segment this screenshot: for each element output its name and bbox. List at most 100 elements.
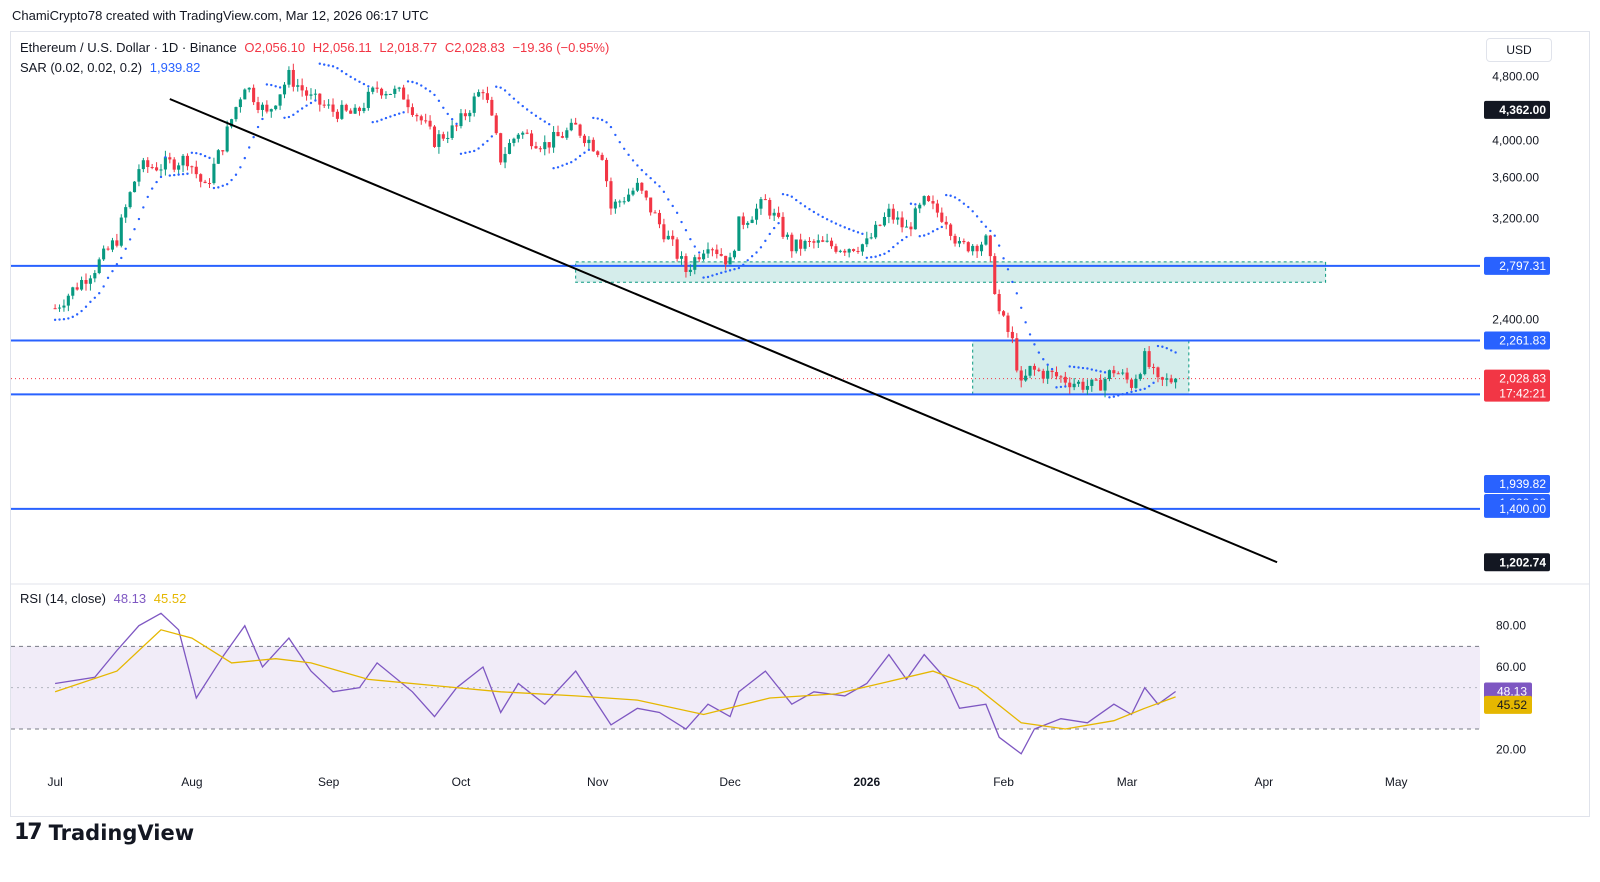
sar-dot-154 xyxy=(733,268,736,271)
candle-body-92 xyxy=(459,113,463,127)
rsi-ma-current-label: 45.52 xyxy=(1497,698,1527,712)
candle-body-206 xyxy=(962,240,966,243)
candle-body-41 xyxy=(234,107,238,120)
sar-dot-204 xyxy=(953,196,957,199)
candle-body-215 xyxy=(1002,311,1006,316)
candle-body-171 xyxy=(807,241,812,243)
sar-dot-78 xyxy=(398,112,401,115)
candle-body-133 xyxy=(640,182,644,191)
candle-body-104 xyxy=(512,138,516,143)
x-tick-Jul: Jul xyxy=(47,775,62,789)
candle-body-0 xyxy=(53,308,57,310)
candle-body-176 xyxy=(829,240,834,247)
candle-body-28 xyxy=(177,165,181,170)
sar-dot-173 xyxy=(817,213,820,216)
sar-dot-82 xyxy=(415,82,419,85)
sar-dot-146 xyxy=(697,251,701,254)
sar-dot-93 xyxy=(464,151,467,155)
candle-body-230 xyxy=(1068,382,1072,388)
candle-body-34 xyxy=(203,181,207,184)
sar-dot-119 xyxy=(578,154,582,158)
sar-dot-136 xyxy=(653,181,657,184)
sar-dot-62 xyxy=(327,64,330,67)
candle-body-60 xyxy=(318,93,322,105)
sar-dot-220 xyxy=(1024,321,1027,324)
candle-body-164 xyxy=(777,212,781,217)
candle-body-55 xyxy=(296,85,300,87)
candle-body-119 xyxy=(578,124,582,136)
sar-dot-71 xyxy=(367,85,370,88)
x-tick-Feb: Feb xyxy=(993,775,1014,789)
candle-body-3 xyxy=(66,295,70,306)
candle-body-190 xyxy=(891,208,895,220)
sar-dot-180 xyxy=(847,227,851,231)
price-label-1202.74: 1,202.74 xyxy=(1499,555,1546,569)
candle-body-208 xyxy=(971,245,975,252)
sar-dot-127 xyxy=(614,133,617,137)
sar-dot-43 xyxy=(243,156,247,160)
sar-dot-35 xyxy=(208,156,211,160)
candle-body-51 xyxy=(278,94,282,106)
sar-dot-245 xyxy=(1134,389,1138,393)
candle-body-237 xyxy=(1099,379,1103,391)
sar-label[interactable]: SAR (0.02, 0.02, 0.2) xyxy=(20,60,143,75)
price-label-1400: 1,400.00 xyxy=(1499,502,1546,516)
candle-body-68 xyxy=(353,107,357,114)
candle-body-100 xyxy=(494,115,498,134)
candle-body-131 xyxy=(631,190,635,195)
candle-body-141 xyxy=(675,239,679,259)
candle-body-43 xyxy=(243,89,247,100)
candle-body-161 xyxy=(763,199,767,201)
candle-body-202 xyxy=(944,221,948,225)
candle-body-1 xyxy=(57,307,62,309)
candle-body-59 xyxy=(313,93,317,95)
price-label-bg-1400 xyxy=(1484,499,1550,518)
sar-dot-41 xyxy=(234,173,238,176)
sar-dot-218 xyxy=(1015,292,1019,295)
price-label-1939.82: 1,939.82 xyxy=(1499,477,1546,491)
candle-body-197 xyxy=(922,196,926,205)
sar-dot-224 xyxy=(1042,358,1045,361)
currency-button[interactable]: USD xyxy=(1486,38,1552,62)
candle-body-147 xyxy=(702,253,706,260)
sar-dot-22 xyxy=(150,187,154,190)
candle-body-127 xyxy=(613,201,617,209)
candle-body-12 xyxy=(106,248,110,250)
symbol-title[interactable]: Ethereum / U.S. Dollar · 1D · Binance xyxy=(20,40,237,55)
sar-dot-46 xyxy=(256,125,260,129)
candle-body-195 xyxy=(913,208,917,230)
sar-dot-249 xyxy=(1152,381,1155,385)
sar-dot-160 xyxy=(759,246,763,249)
sar-dot-83 xyxy=(420,84,423,87)
sar-dot-90 xyxy=(450,118,454,121)
rsi-ma-value: 45.52 xyxy=(153,591,187,606)
candle-body-242 xyxy=(1121,372,1125,374)
sar-dot-189 xyxy=(887,249,891,253)
candle-body-67 xyxy=(349,110,353,114)
sar-dot-223 xyxy=(1037,351,1041,354)
sar-dot-148 xyxy=(706,275,710,279)
price-label-bg-4362 xyxy=(1484,100,1550,119)
price-label-bg-2261.83 xyxy=(1484,331,1550,350)
sar-dot-102 xyxy=(503,89,507,92)
trendline xyxy=(169,98,1278,564)
ohlc-legend: Ethereum / U.S. Dollar · 1D · Binance O2… xyxy=(20,40,613,55)
change-value: −19.36 (−0.95%) xyxy=(512,40,610,55)
sar-dot-91 xyxy=(455,122,458,126)
candle-body-219 xyxy=(1019,370,1023,381)
tradingview-logo[interactable]: 17 TradingView xyxy=(14,820,194,845)
sar-dot-155 xyxy=(737,266,741,270)
candle-body-163 xyxy=(772,212,776,216)
sar-dot-107 xyxy=(525,108,529,111)
candle-body-249 xyxy=(1152,366,1156,368)
candle-body-181 xyxy=(852,249,856,251)
candle-body-238 xyxy=(1103,378,1107,391)
rsi-label[interactable]: RSI (14, close) xyxy=(20,591,106,606)
sar-dot-106 xyxy=(521,104,524,108)
candle-body-66 xyxy=(344,104,348,111)
candle-body-130 xyxy=(627,194,631,202)
sar-dot-217 xyxy=(1011,280,1014,284)
sar-dot-85 xyxy=(428,90,432,93)
candle-body-177 xyxy=(834,246,838,252)
candle-body-236 xyxy=(1094,379,1098,381)
